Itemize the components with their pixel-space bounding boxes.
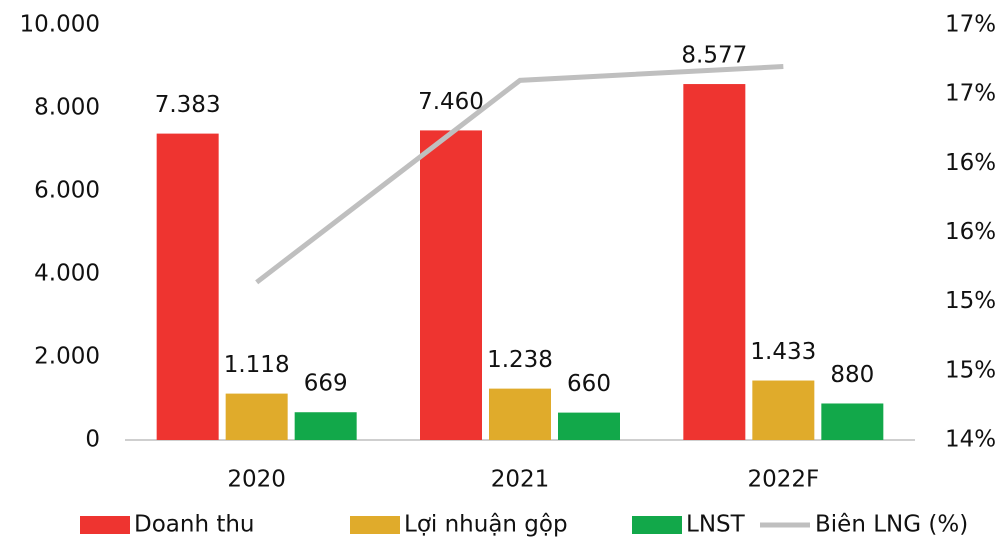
y-tick-label: 8.000 — [34, 95, 100, 121]
bar — [821, 403, 884, 440]
data-label: 7.383 — [155, 92, 221, 118]
data-label: 1.238 — [487, 347, 553, 373]
legend-label: Lợi nhuận gộp — [404, 512, 568, 538]
data-label: 880 — [830, 362, 874, 388]
bar — [752, 380, 815, 440]
y2-tick-label: 15% — [945, 288, 996, 314]
legend-label: Doanh thu — [134, 512, 255, 538]
legend-swatch — [80, 516, 130, 534]
y2-tick-label: 15% — [945, 357, 996, 383]
bar — [420, 130, 482, 440]
legend-swatch — [632, 516, 682, 534]
x-tick-label: 2020 — [227, 467, 286, 493]
y2-tick-label: 17% — [945, 12, 996, 38]
data-label: 1.118 — [224, 352, 290, 378]
bar — [225, 393, 288, 440]
legend-label: LNST — [686, 512, 746, 538]
y2-tick-label: 17% — [945, 81, 996, 107]
legend-label: Biên LNG (%) — [815, 512, 968, 538]
y-tick-label: 2.000 — [34, 344, 100, 370]
y-tick-label: 6.000 — [34, 178, 100, 204]
y-tick-label: 10.000 — [20, 12, 100, 38]
data-label: 7.460 — [418, 89, 484, 115]
x-tick-label: 2022F — [747, 467, 819, 493]
y-tick-label: 4.000 — [34, 261, 100, 287]
data-label: 8.577 — [681, 43, 747, 69]
data-label: 1.433 — [750, 339, 816, 365]
y2-tick-label: 16% — [945, 219, 996, 245]
y2-tick-label: 16% — [945, 150, 996, 176]
y-tick-label: 0 — [85, 427, 100, 453]
data-label: 669 — [304, 371, 348, 397]
line — [255, 64, 784, 285]
bar — [294, 412, 357, 440]
legend-swatch — [350, 516, 400, 534]
bar — [489, 388, 551, 440]
bar — [683, 84, 746, 440]
data-label: 660 — [567, 371, 611, 397]
x-tick-label: 2021 — [491, 467, 550, 493]
bar — [156, 133, 219, 440]
bar — [558, 412, 620, 440]
y2-tick-label: 14% — [945, 427, 996, 453]
